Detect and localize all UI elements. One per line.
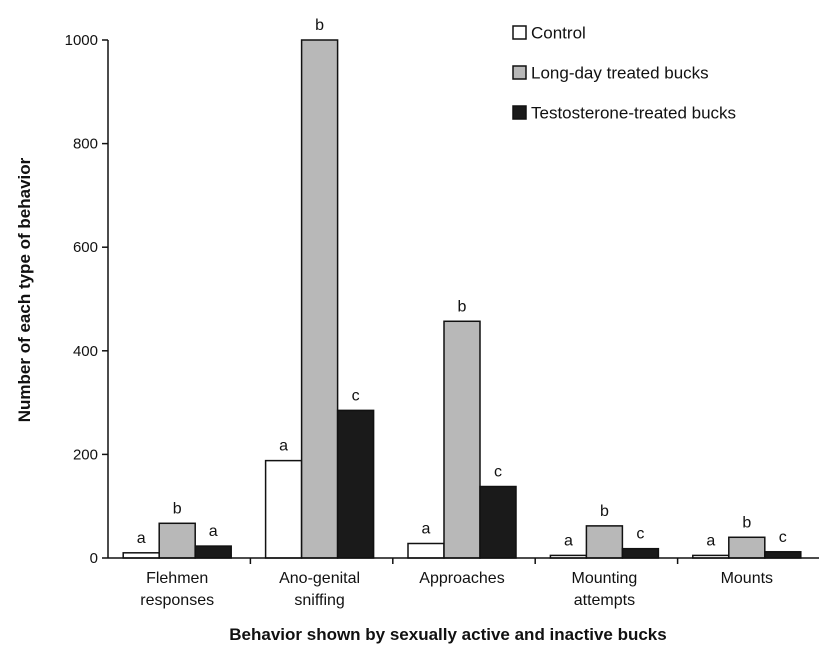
bar bbox=[300, 39, 339, 559]
bar-significance-label: c bbox=[352, 387, 360, 404]
bar-significance-label: a bbox=[706, 532, 715, 549]
x-tick-label: responses bbox=[140, 592, 214, 609]
legend-swatch bbox=[512, 105, 527, 120]
bar-significance-label: b bbox=[458, 298, 467, 315]
x-tick-label: attempts bbox=[574, 592, 635, 609]
x-tick-label: Approaches bbox=[419, 570, 504, 587]
x-tick-label: Mounts bbox=[721, 570, 773, 587]
y-tick-label: 400 bbox=[73, 343, 98, 360]
bar-significance-label: b bbox=[315, 17, 324, 34]
bar bbox=[264, 459, 303, 559]
bar-significance-label: a bbox=[422, 520, 431, 537]
bar bbox=[158, 522, 196, 559]
bar bbox=[585, 525, 624, 559]
legend-label: Long-day treated bucks bbox=[531, 64, 709, 83]
bar-significance-label: b bbox=[742, 514, 751, 531]
legend: Control Long-day treated bucks Testosteron… bbox=[512, 24, 736, 123]
bar bbox=[621, 547, 660, 559]
bar bbox=[336, 409, 375, 559]
bar bbox=[728, 536, 766, 559]
bar-significance-label: c bbox=[494, 464, 502, 481]
legend-swatch bbox=[512, 25, 527, 40]
x-axis: Flehmen responses Ano-genital sniffing Appro… bbox=[108, 557, 819, 609]
legend-label: Control bbox=[531, 24, 586, 43]
legend-label: Testosterone-treated bucks bbox=[531, 104, 736, 123]
y-tick-label: 0 bbox=[90, 550, 98, 567]
bar bbox=[407, 542, 445, 559]
x-tick-label: Flehmen bbox=[146, 570, 208, 587]
bar bbox=[443, 320, 481, 559]
bar-significance-label: a bbox=[279, 438, 288, 455]
y-tick-label: 200 bbox=[73, 446, 98, 463]
bar bbox=[764, 551, 802, 559]
bar bbox=[122, 552, 160, 559]
bar bbox=[479, 485, 517, 559]
y-axis: 0 200 400 600 800 1000 bbox=[65, 32, 109, 567]
y-tick-label: 800 bbox=[73, 136, 98, 153]
x-tick-label: Ano-genital bbox=[279, 570, 360, 587]
y-tick-label: 600 bbox=[73, 239, 98, 256]
y-axis-title: Number of each type of behavior bbox=[15, 157, 34, 422]
bars: a b a a b c a b c a b c a b c bbox=[122, 17, 802, 559]
bar-significance-label: a bbox=[564, 532, 573, 549]
x-axis-title: Behavior shown by sexually active and in… bbox=[229, 625, 666, 644]
bar-significance-label: b bbox=[600, 503, 609, 520]
x-tick-label: sniffing bbox=[294, 592, 344, 609]
y-tick-label: 1000 bbox=[65, 32, 98, 49]
bar-significance-label: c bbox=[636, 526, 644, 543]
bar-significance-label: a bbox=[137, 530, 146, 547]
bar-significance-label: c bbox=[779, 529, 787, 546]
legend-swatch bbox=[512, 65, 527, 80]
bar-significance-label: b bbox=[173, 500, 182, 517]
bar-significance-label: a bbox=[209, 523, 218, 540]
bar bbox=[194, 545, 232, 559]
x-tick-label: Mounting bbox=[571, 570, 637, 587]
